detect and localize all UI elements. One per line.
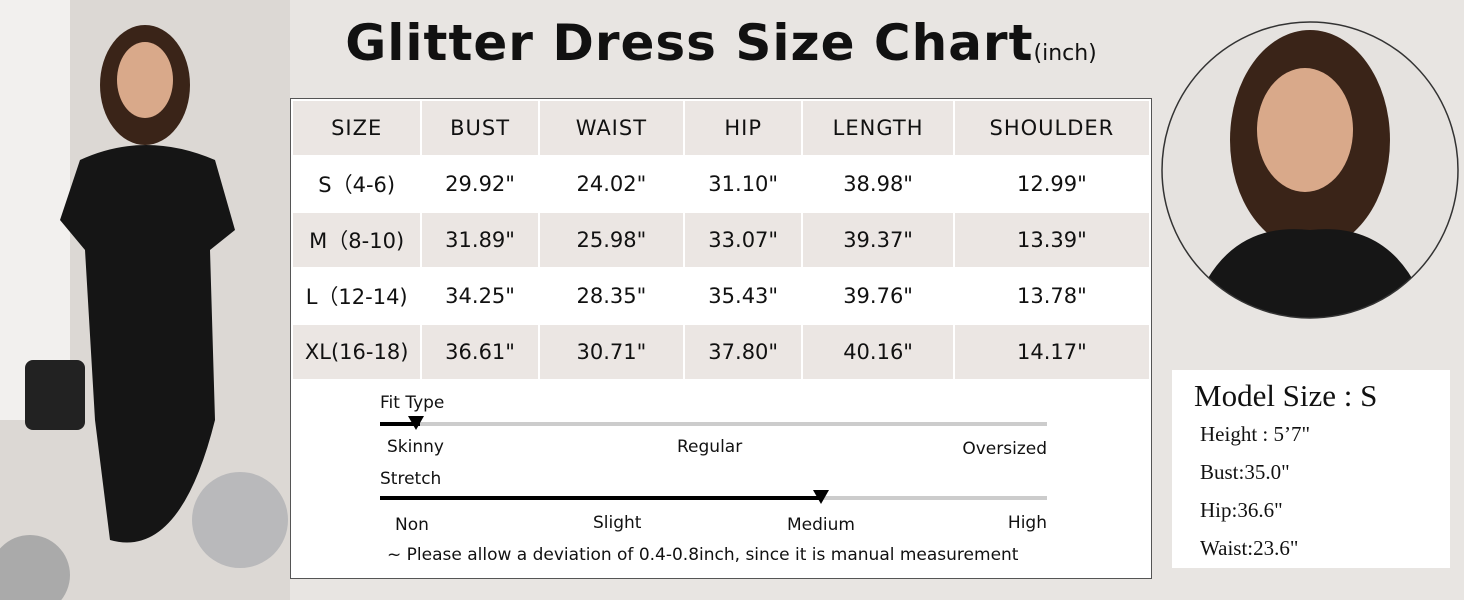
table-cell: 13.78" [1016,284,1087,308]
table-cell: 31.10" [708,172,779,196]
table-row: M（8-10) 31.89" 25.98" 33.07" 39.37" 13.39" [293,213,1149,267]
header-cell: SIZE [293,101,421,155]
table-cell: 39.76" [843,284,913,308]
fit-bar [380,422,1047,426]
table-cell: 14.17" [954,325,1149,379]
portrait-photo [1161,21,1459,319]
size-table: SIZE BUST WAIST HIP LENGTH SHOULDER S（4-6) 29.9… [291,99,1151,381]
model-title: Model Size : S [1194,378,1378,413]
table-cell: 36.61" [422,325,538,379]
note: ~ Please allow a deviation of 0.4-0.8inc… [387,545,1019,565]
table-cell: 12.99" [1016,172,1087,196]
size-card: SIZE BUST WAIST HIP LENGTH SHOULDER S（4-6) 29.9… [290,98,1152,579]
table-cell: 30.71" [539,325,683,379]
table-cell: L（12-14) [305,285,408,309]
table-cell: 13.39" [954,213,1149,267]
stretch-marker [813,490,829,504]
table-cell: S（4-6) [318,173,396,197]
table-cell: 38.98" [843,172,913,196]
table-row: L（12-14) 34.25" 28.35" 35.43" 39.76" 13.78" [293,269,1149,323]
model-photo [0,0,290,600]
header-cell: WAIST [539,101,683,155]
table-cell: 29.92" [445,172,515,196]
fit-scale-label: Oversized [962,439,1047,459]
header-cell: HIP [684,101,802,155]
fit-marker [408,416,424,430]
table-cell: 40.16" [803,325,953,379]
table-cell: 24.02" [576,172,647,196]
table-cell: 31.89" [422,213,538,267]
table-cell: XL(16-18) [293,325,421,379]
table-cell: 28.35" [576,284,647,308]
model-line: Bust:35.0" [1200,460,1290,484]
table-cell: 34.25" [445,284,515,308]
stretch-scale-label: Medium [787,515,855,535]
stretch-scale-label: Non [395,515,429,535]
model-line: Hip:36.6" [1200,498,1283,522]
table-row: SIZE BUST WAIST HIP LENGTH SHOULDER [293,101,1149,155]
table-cell: 37.80" [684,325,802,379]
stretch-label: Stretch [380,469,442,489]
fit-fill [380,422,420,426]
model-line: Waist:23.6" [1200,536,1299,560]
fit-scale-label: Regular [677,437,743,457]
stretch-scale-label: Slight [593,513,642,533]
table-cell: M（8-10) [293,213,421,267]
unit: (inch) [1033,41,1097,66]
table-cell: 39.37" [803,213,953,267]
title: Glitter Dress Size Chart(inch) [345,14,1097,72]
table-cell: 25.98" [539,213,683,267]
fit-type-label: Fit Type [380,393,445,413]
stretch-fill [380,496,820,500]
table-row: S（4-6) 29.92" 24.02" 31.10" 38.98" 12.99" [293,157,1149,211]
header-cell: LENGTH [803,101,953,155]
stretch-scale-label: High [1007,513,1047,533]
header-cell: SHOULDER [954,101,1149,155]
model-info: Model Size : S Height : 5’7" Bust:35.0" … [1172,370,1450,568]
header-cell: BUST [422,101,538,155]
model-line: Height : 5’7" [1200,422,1311,446]
table-row: XL(16-18) 36.61" 30.71" 37.80" 40.16" 14.17" [293,325,1149,379]
table-cell: 33.07" [684,213,802,267]
table-cell: 35.43" [708,284,779,308]
fit-scale-label: Skinny [387,437,444,457]
